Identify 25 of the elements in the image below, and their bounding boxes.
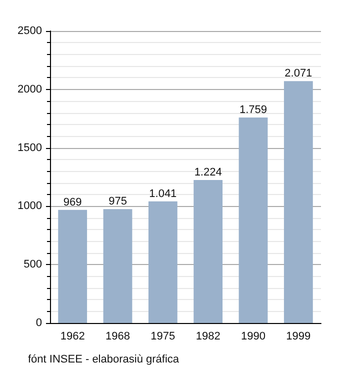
text: fónt INSEE - elaborasiù gráfica [28, 354, 180, 366]
x-tick-label: 1968 [106, 330, 130, 342]
x-tick-label: 1982 [196, 330, 220, 342]
y-tick-label: 1000 [18, 200, 42, 212]
data-label: 2.071 [284, 68, 312, 80]
bar [238, 118, 268, 323]
y-tick-label: 500 [24, 258, 42, 271]
data-label: 969 [63, 196, 82, 208]
y-tick-label: 2000 [18, 83, 42, 96]
y-tick-label: 0 [36, 317, 42, 329]
x-tick-label: 1962 [60, 330, 85, 342]
data-label: 1.759 [239, 104, 268, 116]
bar [194, 180, 223, 323]
bar [103, 209, 132, 323]
data-label: 1.224 [194, 166, 222, 179]
data-label: 975 [108, 196, 127, 208]
y-tick-label: 1500 [18, 142, 42, 154]
data-label: 1.041 [149, 188, 177, 200]
bar [284, 81, 313, 323]
y-tick-label: 2500 [18, 25, 42, 37]
bar [148, 201, 178, 323]
x-tick-label: 1975 [150, 330, 176, 342]
bar [58, 210, 88, 323]
x-tick-label: 1990 [241, 330, 266, 342]
x-tick-label: 1999 [286, 330, 311, 342]
